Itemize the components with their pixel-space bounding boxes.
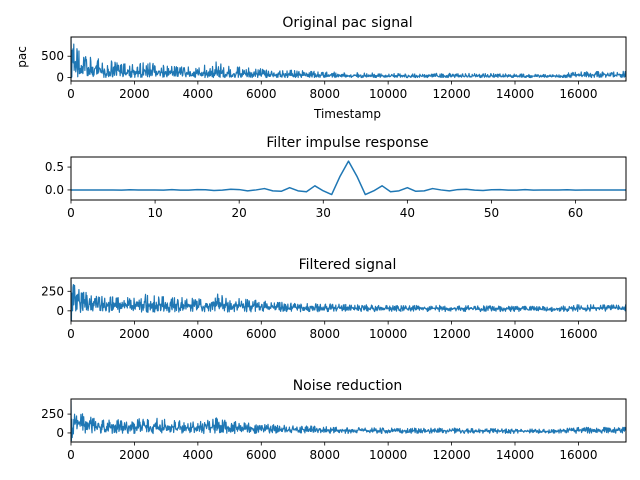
x-tick-label: 10000 — [369, 448, 407, 462]
subplot-1-yticks: 0 500 — [41, 49, 71, 85]
y-tick-label: 0.0 — [45, 183, 64, 197]
subplot-1-title: Original pac signal — [282, 15, 412, 31]
x-tick-label: 10000 — [369, 327, 407, 341]
y-tick-label: 250 — [41, 407, 64, 421]
x-tick-label: 0 — [67, 327, 75, 341]
subplot-3-series — [71, 279, 626, 321]
subplot-filtered-signal: Filtered signal 0 2000 4000 6000 8000 10000 12… — [41, 257, 627, 341]
x-tick-label: 10 — [147, 206, 162, 220]
y-tick-label: 0 — [56, 71, 64, 85]
x-tick-label: 8000 — [309, 327, 340, 341]
subplot-2-title: Filter impulse response — [266, 135, 428, 151]
x-tick-label: 4000 — [183, 448, 214, 462]
x-tick-label: 0 — [67, 448, 75, 462]
series-line — [71, 37, 626, 79]
x-tick-label: 8000 — [309, 87, 340, 101]
subplot-4-title: Noise reduction — [293, 378, 403, 394]
y-tick-label: 0 — [56, 304, 64, 318]
subplot-4-series — [71, 400, 626, 442]
series-line — [71, 160, 626, 196]
y-tick-label: 500 — [41, 49, 64, 63]
x-tick-label: 60 — [568, 206, 583, 220]
x-tick-label: 12000 — [432, 448, 470, 462]
x-tick-label: 0 — [67, 206, 75, 220]
x-tick-label: 4000 — [183, 87, 214, 101]
subplot-2-frame — [70, 156, 627, 201]
subplot-1-xticks: 0 2000 4000 6000 8000 10000 12000 14000 16000 — [67, 81, 598, 101]
x-tick-label: 14000 — [496, 448, 534, 462]
x-tick-label: 10000 — [369, 87, 407, 101]
x-tick-label: 16000 — [559, 87, 597, 101]
y-tick-label: 250 — [41, 284, 64, 298]
x-tick-label: 40 — [400, 206, 415, 220]
x-tick-label: 14000 — [496, 87, 534, 101]
subplot-4-frame — [70, 398, 627, 443]
y-tick-label: 0 — [56, 426, 64, 440]
subplot-1-xlabel: Timestamp — [313, 107, 381, 121]
subplot-1-frame — [70, 36, 627, 82]
x-tick-label: 8000 — [309, 448, 340, 462]
series-line — [71, 400, 626, 442]
subplot-3-frame — [70, 277, 627, 322]
x-tick-label: 16000 — [559, 327, 597, 341]
x-tick-label: 2000 — [119, 327, 150, 341]
subplot-noise-reduction: Noise reduction 0 2000 4000 6000 8000 10000 12… — [41, 378, 627, 462]
x-tick-label: 0 — [67, 87, 75, 101]
subplot-4-xticks: 0 2000 4000 6000 8000 10000 12000 14000 16000 — [67, 442, 598, 462]
x-tick-label: 50 — [484, 206, 499, 220]
subplot-1-ylabel: pac — [15, 46, 29, 68]
x-tick-label: 12000 — [432, 327, 470, 341]
subplot-2-yticks: 0.5 0.0 — [45, 160, 71, 197]
subplot-2-xticks: 0 10 20 30 40 50 60 — [67, 200, 583, 220]
x-tick-label: 16000 — [559, 448, 597, 462]
x-tick-label: 30 — [316, 206, 331, 220]
subplot-3-xticks: 0 2000 4000 6000 8000 10000 12000 14000 16000 — [67, 321, 598, 341]
x-tick-label: 4000 — [183, 327, 214, 341]
subplot-impulse-response: Filter impulse response 0 10 20 30 40 50 60 0.… — [45, 135, 627, 220]
x-tick-label: 6000 — [246, 87, 277, 101]
subplot-3-title: Filtered signal — [299, 257, 397, 273]
y-tick-label: 0.5 — [45, 160, 64, 174]
series-line — [71, 279, 626, 321]
subplot-2-series — [71, 160, 626, 196]
x-tick-label: 6000 — [246, 327, 277, 341]
x-tick-label: 6000 — [246, 448, 277, 462]
x-tick-label: 2000 — [119, 448, 150, 462]
subplot-original-signal: Original pac signal pac Timestamp 0 2000 4… — [15, 15, 627, 121]
x-tick-label: 2000 — [119, 87, 150, 101]
x-tick-label: 20 — [232, 206, 247, 220]
x-tick-label: 14000 — [496, 327, 534, 341]
subplot-1-series — [71, 37, 626, 79]
x-tick-label: 12000 — [432, 87, 470, 101]
